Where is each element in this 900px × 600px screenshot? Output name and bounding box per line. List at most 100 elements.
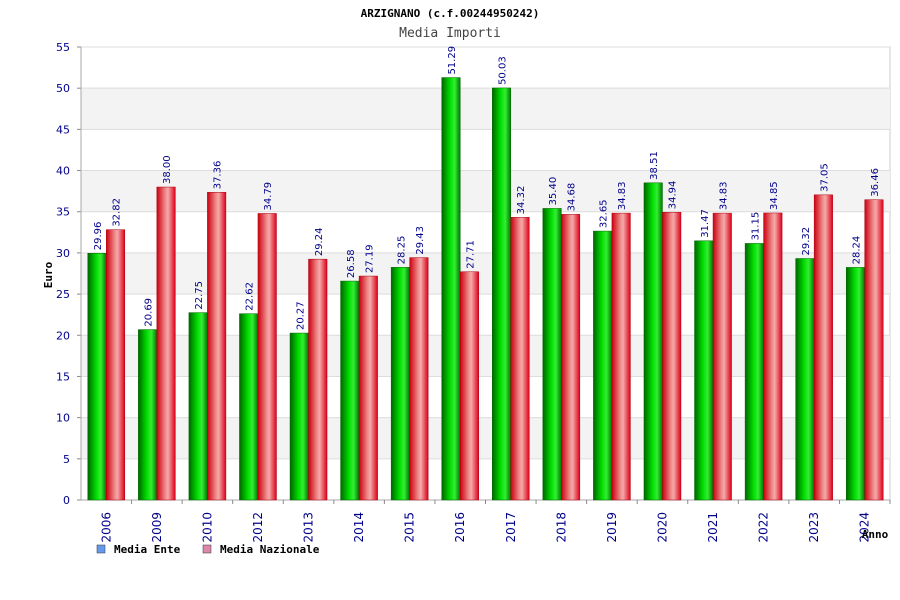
bars-group (87, 77, 884, 501)
y-tick-label: 35 (56, 206, 70, 219)
x-tick-label: 2021 (706, 512, 720, 543)
x-tick-label: 2023 (807, 512, 821, 543)
bar-media-nazionale (510, 217, 530, 501)
y-axis-label: Euro (42, 261, 55, 288)
legend-swatch-media-ente (96, 544, 106, 554)
bar-media-nazionale (561, 214, 581, 501)
value-label: 37.05 (819, 163, 830, 192)
y-tick-label: 30 (56, 247, 70, 260)
chart-title: ARZIGNANO (c.f.00244950242) (361, 7, 540, 20)
bar-media-nazionale (156, 186, 176, 501)
x-tick-label: 2013 (302, 512, 316, 543)
value-label: 28.25 (396, 236, 407, 265)
bar-media-ente (694, 240, 714, 501)
legend-label-media-ente: Media Ente (114, 543, 181, 556)
x-axis-label: Anno (862, 528, 889, 541)
bar-media-nazionale (257, 213, 277, 501)
value-label: 34.83 (718, 181, 729, 210)
x-tick-label: 2018 (554, 512, 568, 543)
y-tick-label: 40 (56, 165, 70, 178)
x-tick-label: 2016 (453, 512, 467, 543)
value-label: 29.43 (415, 226, 426, 255)
bar-media-ente (744, 243, 764, 501)
bar-media-nazionale (207, 192, 227, 501)
plot-band (81, 88, 890, 130)
bar-media-ente (87, 252, 107, 501)
y-tick-label: 50 (56, 82, 70, 95)
value-label: 31.15 (750, 212, 761, 241)
y-tick-label: 55 (56, 41, 70, 54)
y-tick-label: 10 (56, 412, 70, 425)
value-label: 32.65 (599, 199, 610, 228)
value-label: 22.75 (194, 281, 205, 310)
bar-media-ente (138, 329, 158, 501)
x-tick-label: 2017 (504, 512, 518, 543)
x-axis-ticks: 2006 2009 2010 2012 2013 2014 2015 2016 2017 2018… (99, 500, 891, 543)
bar-media-nazionale (358, 275, 378, 501)
y-tick-label: 25 (56, 288, 70, 301)
bar-media-ente (441, 77, 461, 501)
x-tick-label: 2006 (99, 512, 113, 543)
value-label: 36.46 (870, 168, 881, 197)
bar-media-nazionale (662, 211, 682, 501)
bar-media-ente (795, 258, 815, 501)
bar-media-ente (340, 280, 360, 501)
value-label: 38.51 (649, 151, 660, 180)
value-label: 34.94 (668, 181, 679, 210)
bar-media-nazionale (409, 257, 429, 501)
bar-media-nazionale (864, 199, 884, 501)
bar-media-ente (289, 332, 309, 501)
x-tick-label: 2014 (352, 512, 366, 543)
y-tick-label: 20 (56, 329, 70, 342)
value-label: 35.40 (548, 177, 559, 206)
value-label: 26.58 (346, 249, 357, 278)
x-tick-label: 2010 (200, 512, 214, 543)
bar-media-ente (542, 208, 562, 501)
value-label: 29.96 (93, 222, 104, 251)
bar-media-ente (845, 267, 865, 501)
x-tick-label: 2015 (403, 512, 417, 543)
bar-media-nazionale (763, 212, 783, 501)
bar-media-ente (492, 87, 512, 501)
value-label: 38.00 (162, 155, 173, 184)
value-label: 28.24 (851, 236, 862, 265)
bar-media-nazionale (308, 258, 328, 501)
bar-media-ente (239, 313, 259, 501)
x-tick-label: 2019 (605, 512, 619, 543)
bar-media-nazionale (611, 212, 631, 501)
value-label: 29.32 (801, 227, 812, 256)
x-tick-label: 2020 (655, 512, 669, 543)
value-label: 20.27 (295, 301, 306, 330)
value-label: 51.29 (447, 46, 458, 75)
y-tick-label: 15 (56, 370, 70, 383)
x-tick-label: 2022 (757, 512, 771, 543)
bar-media-ente (593, 230, 613, 501)
bar-media-ente (188, 312, 208, 501)
bar-media-nazionale (712, 212, 732, 501)
bar-media-nazionale (813, 194, 833, 501)
x-tick-label: 2009 (150, 512, 164, 543)
value-label: 27.71 (465, 240, 476, 269)
bar-media-ente (643, 182, 663, 501)
legend: Media Ente Media Nazionale (96, 543, 320, 556)
y-tick-label: 5 (63, 453, 70, 466)
legend-swatch-media-nazionale (202, 544, 212, 554)
y-tick-label: 0 (63, 494, 70, 507)
bar-media-nazionale (106, 229, 126, 501)
value-label: 29.24 (314, 228, 325, 257)
value-label: 37.36 (213, 161, 224, 190)
y-tick-label: 45 (56, 123, 70, 136)
bar-media-nazionale (459, 271, 479, 501)
legend-label-media-nazionale: Media Nazionale (220, 543, 320, 556)
value-label: 34.83 (617, 181, 628, 210)
y-axis-ticks: 0 5 10 15 20 25 30 35 40 45 50 55 (56, 41, 70, 507)
x-tick-label: 2012 (251, 512, 265, 543)
bar-media-ente (390, 267, 410, 501)
chart-subtitle: Media Importi (399, 26, 501, 41)
value-label: 34.79 (263, 182, 274, 211)
value-label: 20.69 (144, 298, 155, 327)
value-label: 34.85 (769, 181, 780, 210)
value-label: 32.82 (112, 198, 123, 227)
value-label: 34.32 (516, 186, 527, 215)
x-tick-label: 2024 (858, 512, 872, 543)
